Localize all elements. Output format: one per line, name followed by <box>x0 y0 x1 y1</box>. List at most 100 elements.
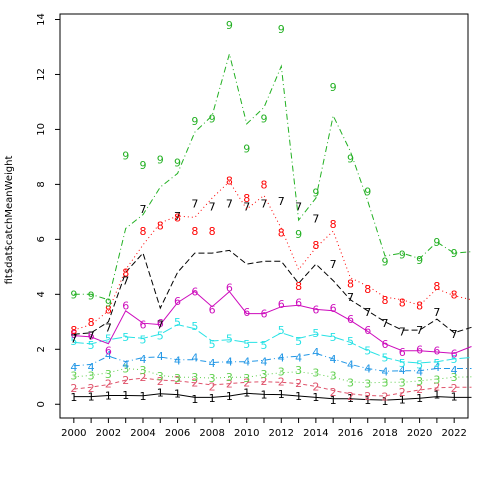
series-1-point: 1 <box>278 388 285 401</box>
series-2-point: 2 <box>139 371 146 384</box>
series-layer: 1 1 1 1 1 1 1 1 1 1 1 1 1 1 1 1 1 1 1 1 1 1 12 2 2 2 2 2 2 2 2 2 2 2 2 2 2 2 2… <box>70 19 472 408</box>
series-2-point: 2 <box>382 391 389 404</box>
series-1-point: 1 <box>295 390 302 403</box>
series-9-point: 9 <box>399 248 406 261</box>
series-1-point: 1 <box>382 395 389 408</box>
series-1-point: 1 <box>88 391 95 404</box>
series-9-point: 9 <box>70 288 77 301</box>
series-6-point: 6 <box>347 313 354 326</box>
series-1-point: 1 <box>312 391 319 404</box>
series-2-point: 2 <box>416 383 423 396</box>
series-8-point: 8 <box>243 192 250 205</box>
series-6-point: 6 <box>364 324 371 337</box>
x-tick-label: 2004 <box>130 428 155 439</box>
series-4-point: 4 <box>157 350 164 363</box>
series-3-point: 3 <box>416 375 423 388</box>
series-1-point: 1 <box>347 392 354 405</box>
series-3-point: 3 <box>399 376 406 389</box>
series-3-point: 3 <box>312 367 319 380</box>
series-5-point: 5 <box>295 335 302 348</box>
series-7-point: 7 <box>209 200 216 213</box>
series-4-point: 4 <box>88 361 95 374</box>
series-8-point: 8 <box>312 239 319 252</box>
series-1-point: 1 <box>330 394 337 407</box>
series-6-point: 6 <box>433 345 440 358</box>
series-7-point: 7 <box>278 195 285 208</box>
series-5-point: 5 <box>122 331 129 344</box>
series-3-point: 3 <box>243 372 250 385</box>
series-9-point: 9 <box>122 150 129 163</box>
series-6-point: 6 <box>226 281 233 294</box>
x-tick-label: 2016 <box>338 428 363 439</box>
series-3-point: 3 <box>174 372 181 385</box>
series-3-point: 3 <box>382 376 389 389</box>
series-5-point: 5 <box>209 338 216 351</box>
series-5-point: 5 <box>191 320 198 333</box>
series-9-point: 9 <box>312 187 319 200</box>
series-5-point: 5 <box>261 339 268 352</box>
series-5-point: 5 <box>451 353 458 366</box>
series-9-point: 9 <box>416 254 423 267</box>
series-2-point: 2 <box>174 374 181 387</box>
series-7-point: 7 <box>312 213 319 226</box>
series-4-point: 4 <box>122 358 129 371</box>
series-2-point: 2 <box>243 376 250 389</box>
series-4-point: 4 <box>139 353 146 366</box>
series-4-point: 4 <box>243 356 250 369</box>
series-4-point: 4 <box>278 352 285 365</box>
series-4-point: 4 <box>433 361 440 374</box>
series-6-point: 6 <box>139 319 146 332</box>
series-1-point: 1 <box>243 387 250 400</box>
series-4-point: 4 <box>261 356 268 369</box>
series-3-point: 3 <box>295 364 302 377</box>
series-9-point: 9 <box>261 112 268 125</box>
series-2-point: 2 <box>399 386 406 399</box>
series-9-point: 9 <box>209 112 216 125</box>
series-3-point: 3 <box>191 371 198 384</box>
series-3-point: 3 <box>347 376 354 389</box>
y-tick-label: 8 <box>36 181 47 187</box>
series-1-point: 1 <box>157 387 164 400</box>
series-6-point: 6 <box>261 308 268 321</box>
series-4-point: 4 <box>209 357 216 370</box>
series-8-point: 8 <box>451 288 458 301</box>
x-tick-label: 2008 <box>199 428 224 439</box>
series-3-point: 3 <box>122 363 129 376</box>
series-9-point: 9 <box>88 290 95 303</box>
series-6-point: 6 <box>70 328 77 341</box>
series-5-point: 5 <box>278 324 285 337</box>
series-2-point: 2 <box>122 374 129 387</box>
y-tick-label: 2 <box>36 346 47 352</box>
series-9-point: 9 <box>347 152 354 165</box>
series-9-point: 9 <box>278 23 285 36</box>
series-9-point: 9 <box>451 247 458 260</box>
series-6-point: 6 <box>105 345 112 358</box>
series-3-point: 3 <box>157 370 164 383</box>
series-2-point: 2 <box>105 378 112 391</box>
series-7-point: 7 <box>105 321 112 334</box>
series-6-point: 6 <box>209 303 216 316</box>
series-3-point: 3 <box>209 372 216 385</box>
series-8-point: 8 <box>105 303 112 316</box>
series-8-point: 8 <box>157 220 164 233</box>
series-1-point: 1 <box>451 391 458 404</box>
series-5-point: 5 <box>105 332 112 345</box>
series-1-point: 1 <box>191 393 198 406</box>
series-5-point: 5 <box>70 335 77 348</box>
series-2-point: 2 <box>278 376 285 389</box>
series-4: 4 444 4 4 4 4 4 4 4 4 4 4 44 4 4 4 4 4 4 4 <box>70 346 472 378</box>
series-5-point: 5 <box>312 327 319 340</box>
series-8-point: 8 <box>122 266 129 279</box>
series-3-point: 3 <box>139 364 146 377</box>
series-8-point: 8 <box>139 225 146 238</box>
series-1-point: 1 <box>433 389 440 402</box>
series-4-point: 4 <box>364 363 371 376</box>
series-1-point: 1 <box>105 389 112 402</box>
series-5-point: 5 <box>364 345 371 358</box>
series-8-point: 8 <box>330 218 337 231</box>
series-5-point: 5 <box>399 357 406 370</box>
series-6-point: 6 <box>174 295 181 308</box>
series-7-line <box>73 249 472 335</box>
series-2-point: 2 <box>88 382 95 395</box>
